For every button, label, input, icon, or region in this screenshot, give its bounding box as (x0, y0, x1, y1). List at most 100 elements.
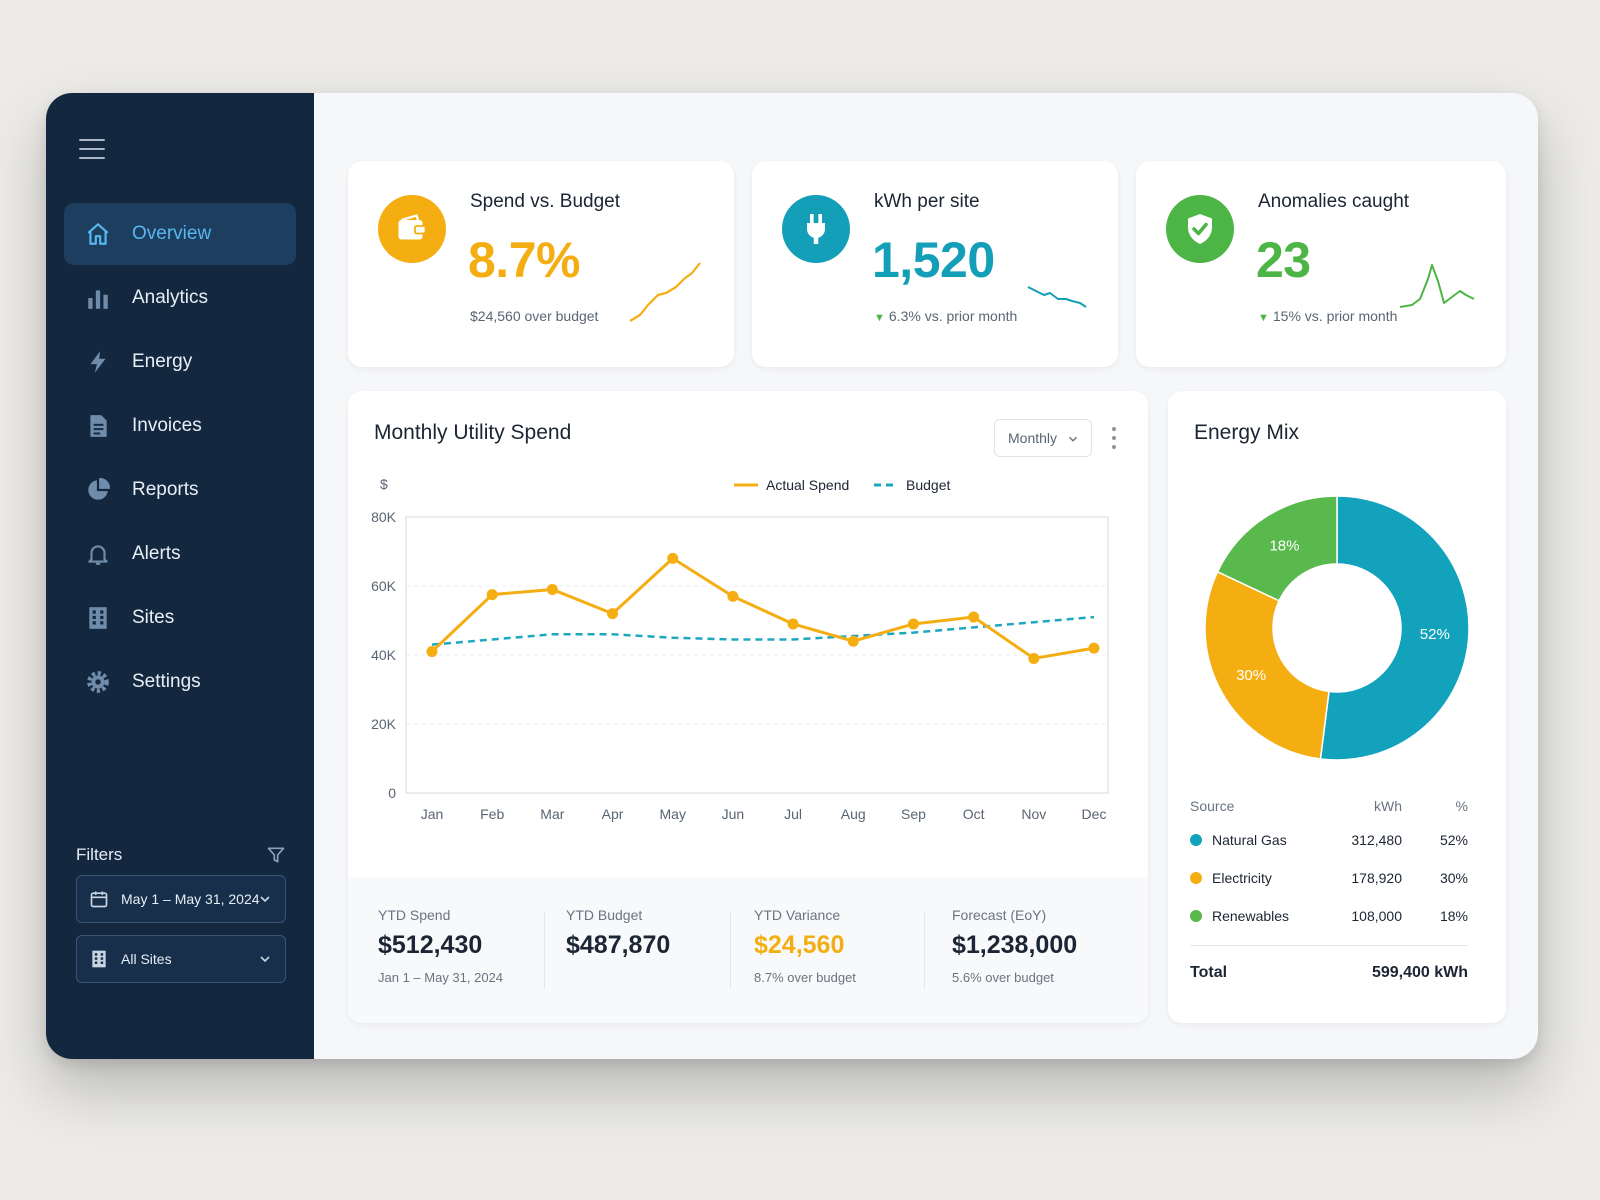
data-point-actual (727, 590, 739, 602)
y-tick-label: 0 (388, 785, 396, 801)
summary-strip: YTD Spend $512,430 Jan 1 – May 31, 2024 … (348, 877, 1148, 1023)
kwh-cell: 178,920 (1351, 870, 1402, 886)
arrow-down-icon: ▼ (874, 312, 885, 324)
sidebar-item-label: Energy (132, 351, 193, 372)
home-icon (84, 220, 112, 248)
donut-slice (1204, 570, 1330, 760)
x-tick-label: Feb (480, 806, 504, 822)
table-row: Renewables 108,000 18% (1190, 897, 1468, 935)
kpi-card-kwh: kWh per site 1,520 ▼ 6.3% vs. prior month (752, 161, 1118, 367)
source-name: Electricity (1212, 870, 1272, 886)
gear-icon (84, 668, 112, 696)
kwh-cell: 312,480 (1351, 832, 1402, 848)
sidebar-item-analytics[interactable]: Analytics (64, 267, 296, 329)
y-tick-label: 80K (371, 509, 397, 525)
legend-dot (1190, 910, 1202, 922)
donut-slice (1319, 495, 1470, 761)
sparkline-trend-up (629, 262, 701, 322)
sidebar-item-label: Reports (132, 479, 199, 500)
filter-icon[interactable] (266, 845, 286, 865)
chevron-down-icon (260, 956, 270, 963)
sidebar-item-label: Invoices (132, 415, 202, 436)
x-tick-label: Oct (963, 806, 985, 822)
building-icon (84, 604, 112, 632)
summary-subtext: 8.7% over budget (754, 970, 856, 985)
y-tick-label: 60K (371, 578, 397, 594)
source-name: Natural Gas (1212, 832, 1287, 848)
summary-forecast: Forecast (EoY) $1,238,000 5.6% over budg… (952, 907, 1077, 985)
sidebar-item-energy[interactable]: Energy (64, 331, 296, 393)
kpi-title: kWh per site (874, 191, 980, 212)
column-header-source: Source (1190, 798, 1235, 814)
x-tick-label: Mar (540, 806, 564, 822)
kpi-change: 6.3% vs. prior month (888, 308, 1018, 324)
data-point-actual (1028, 652, 1040, 664)
divider (544, 911, 545, 989)
bell-icon (84, 540, 112, 568)
lightning-icon (84, 348, 112, 376)
date-range-select[interactable]: May 1 – May 31, 2024 (76, 875, 286, 923)
sidebar-item-settings[interactable]: Settings (64, 651, 296, 713)
sidebar-item-alerts[interactable]: Alerts (64, 523, 296, 585)
wallet-icon (378, 195, 446, 263)
kpi-subtext: $24,560 over budget (470, 308, 599, 324)
x-tick-label: Sep (901, 806, 926, 822)
summary-value: $1,238,000 (952, 931, 1078, 959)
sites-select[interactable]: All Sites (76, 935, 286, 983)
summary-ytd-budget: YTD Budget $487,870 (566, 907, 670, 960)
summary-ytd-spend: YTD Spend $512,430 Jan 1 – May 31, 2024 (378, 907, 503, 985)
kpi-title: Anomalies caught (1258, 191, 1410, 212)
column-header-kwh: kWh (1374, 798, 1402, 814)
menu-icon[interactable] (79, 139, 105, 161)
data-point-actual (1088, 642, 1100, 654)
summary-subtext: Jan 1 – May 31, 2024 (378, 970, 504, 985)
energy-mix-table: Source kWh % Natural Gas 312,480 52% Ele… (1190, 791, 1468, 982)
bar-chart-icon (84, 284, 112, 312)
data-point-actual (607, 608, 619, 620)
donut-slice-label: 30% (1236, 667, 1266, 684)
donut-slice (1216, 495, 1338, 602)
sidebar-item-label: Sites (132, 607, 175, 628)
sidebar-item-invoices[interactable]: Invoices (64, 395, 296, 457)
dashboard-window: Overview Analytics Energy Invoices (46, 93, 1538, 1059)
monthly-spend-card: Monthly Utility Spend Monthly $0 20K 40K 60… (348, 391, 1148, 1023)
summary-value: $512,430 (378, 931, 483, 959)
pct-cell: 52% (1439, 832, 1468, 848)
sidebar-item-overview[interactable]: Overview (64, 203, 296, 265)
document-icon (84, 412, 112, 440)
divider (730, 911, 731, 989)
source-cell: Renewables (1190, 908, 1312, 924)
kpi-change: 15% vs. prior month (1272, 308, 1398, 324)
kpi-card-anomalies: Anomalies caught 23 ▼ 15% vs. prior month (1136, 161, 1506, 367)
sites-value: All Sites (121, 951, 172, 967)
more-options-icon[interactable] (1108, 425, 1120, 451)
kpi-card-spend: Spend vs. Budget 8.7% $24,560 over budge… (348, 161, 734, 367)
energy-mix-donut: 52% 30% 18% (1204, 495, 1470, 761)
source-cell: Electricity (1190, 870, 1312, 886)
table-row: Natural Gas 312,480 52% (1190, 821, 1468, 859)
plot-frame (405, 516, 1109, 794)
x-tick-label: Dec (1082, 806, 1107, 822)
source-cell: Natural Gas (1190, 832, 1312, 848)
period-select[interactable]: Monthly (994, 419, 1092, 457)
sidebar-item-reports[interactable]: Reports (64, 459, 296, 521)
kwh-cell: 108,000 (1351, 908, 1402, 924)
sidebar: Overview Analytics Energy Invoices (46, 93, 314, 1059)
divider (924, 911, 925, 989)
sidebar-item-label: Alerts (132, 543, 181, 564)
period-select-value: Monthly (1008, 430, 1058, 446)
kpi-value: 23 (1256, 232, 1311, 288)
column-header-pct: % (1455, 798, 1468, 814)
summary-label: YTD Variance (754, 907, 841, 923)
donut-slice-label: 52% (1420, 626, 1450, 643)
summary-subtext: 5.6% over budget (952, 970, 1054, 985)
total-label: Total (1190, 964, 1228, 981)
sidebar-item-sites[interactable]: Sites (64, 587, 296, 649)
pie-chart-icon (84, 476, 112, 504)
y-axis-label: $ (380, 476, 388, 492)
summary-label: YTD Spend (378, 907, 451, 923)
donut-slice-label: 18% (1269, 537, 1299, 554)
legend-dot (1190, 872, 1202, 884)
series-line-budget (431, 615, 1095, 646)
data-point-actual (546, 583, 558, 595)
